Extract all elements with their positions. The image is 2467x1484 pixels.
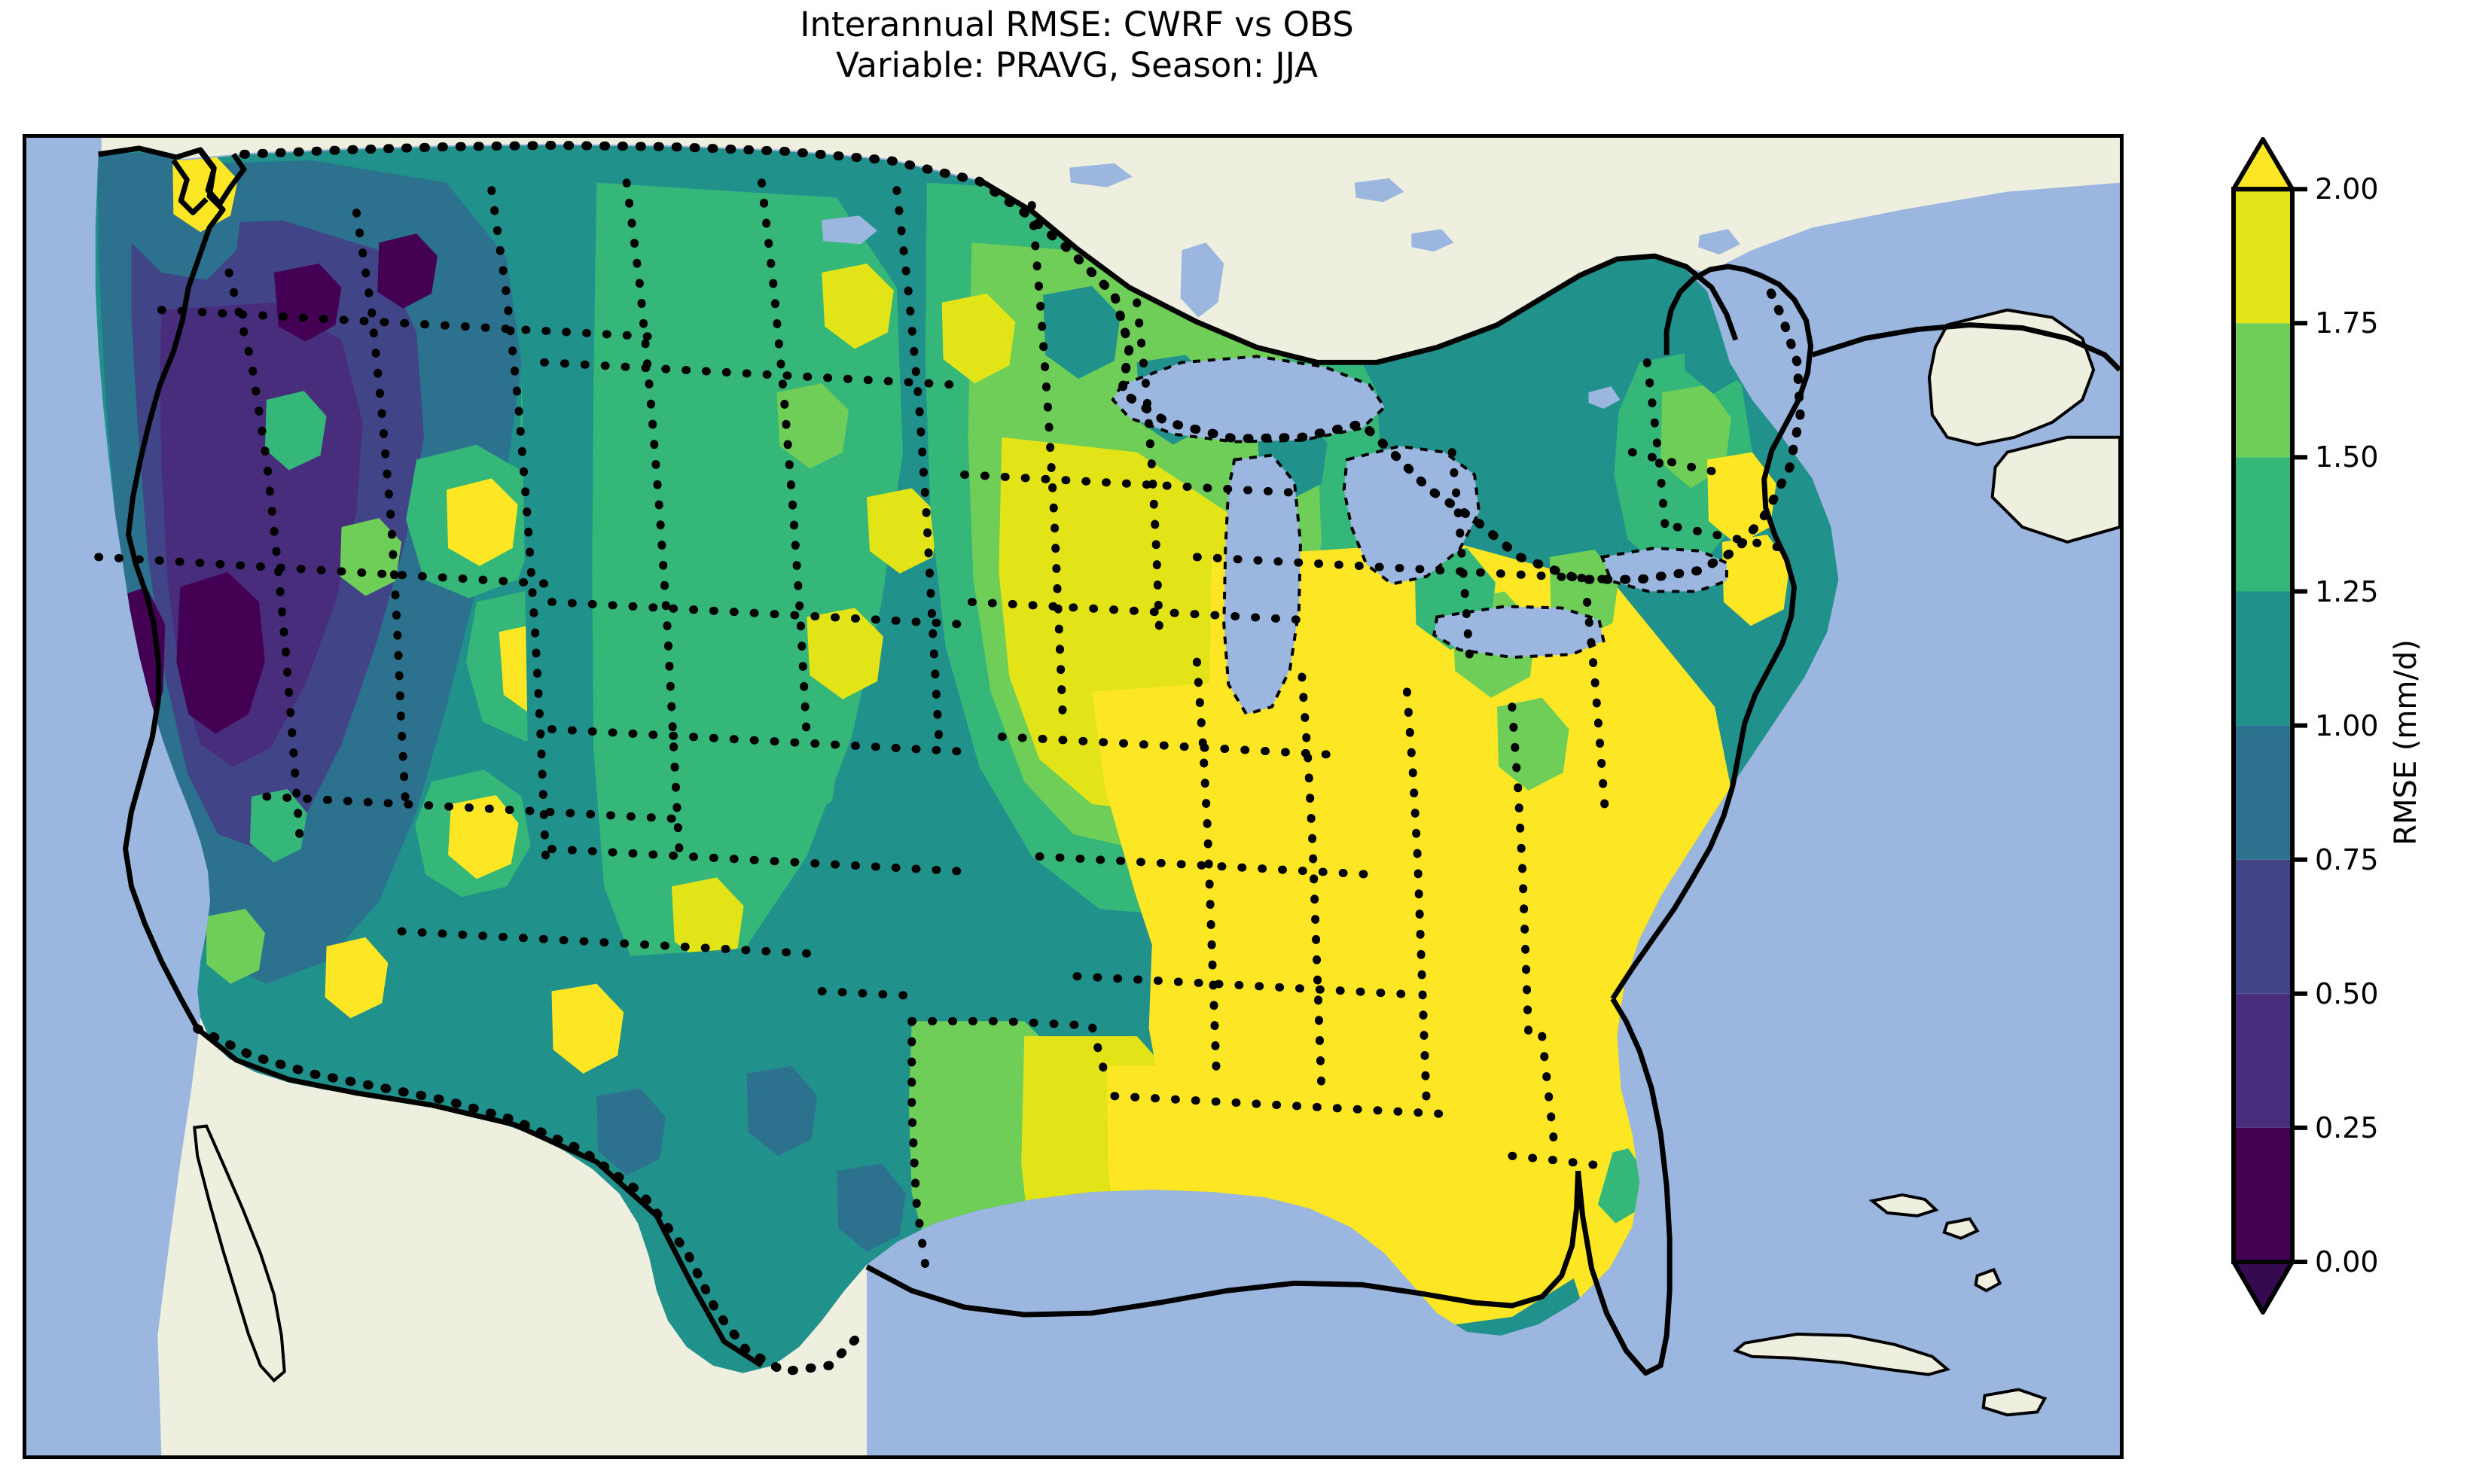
colorbar-tick-0.50: 0.50 — [2315, 977, 2379, 1010]
colorbar-band-1.25-1.50 — [2234, 457, 2292, 592]
coastline — [98, 145, 2120, 1376]
colorbar-tick-1.25: 1.25 — [2315, 575, 2379, 608]
colorbar-tick-2.00: 2.00 — [2315, 172, 2379, 206]
great-lakes — [822, 163, 1740, 716]
map-plot-area — [23, 134, 2124, 1459]
title-line-1: Interannual RMSE: CWRF vs OBS — [800, 5, 1354, 44]
colorbar-band-1.50-1.75 — [2234, 323, 2292, 458]
colorbar-band-0.00-0.25 — [2234, 1127, 2292, 1262]
state-borders — [94, 178, 1787, 1280]
colorbar-ticks — [2292, 187, 2307, 1264]
colorbar-tick-0.75: 0.75 — [2315, 843, 2379, 876]
contour-field — [95, 145, 1839, 1373]
colorbar-axis-label: RMSE (mm/d) — [2389, 638, 2423, 846]
colorbar-band-1.00-1.25 — [2234, 591, 2292, 726]
colorbar: 2.00 1.75 1.50 1.25 1.00 0.75 0.50 0.25 … — [2231, 115, 2379, 1315]
colorbar-tick-0.00: 0.00 — [2315, 1245, 2379, 1278]
colorbar-band-0.50-0.75 — [2234, 859, 2292, 994]
colorbar-svg — [2231, 137, 2307, 1315]
colorbar-tick-0.25: 0.25 — [2315, 1111, 2379, 1144]
colorbar-band-0.25-0.50 — [2234, 993, 2292, 1128]
colorbar-tick-1.00: 1.00 — [2315, 709, 2379, 742]
colorbar-tick-1.75: 1.75 — [2315, 306, 2379, 340]
land-polygons — [101, 138, 2120, 1455]
map-svg — [26, 138, 2120, 1455]
colorbar-under-arrow — [2231, 1260, 2295, 1315]
title-line-2: Variable: PRAVG, Season: JJA — [836, 45, 1318, 85]
colorbar-over-arrow — [2231, 137, 2295, 192]
national-borders — [193, 140, 1805, 1376]
colorbar-band-1.75-2.00 — [2234, 189, 2292, 324]
colorbar-tick-1.50: 1.50 — [2315, 440, 2379, 474]
figure-title: Interannual RMSE: CWRF vs OBS Variable: … — [0, 5, 2154, 86]
colorbar-band-0.75-1.00 — [2234, 725, 2292, 860]
